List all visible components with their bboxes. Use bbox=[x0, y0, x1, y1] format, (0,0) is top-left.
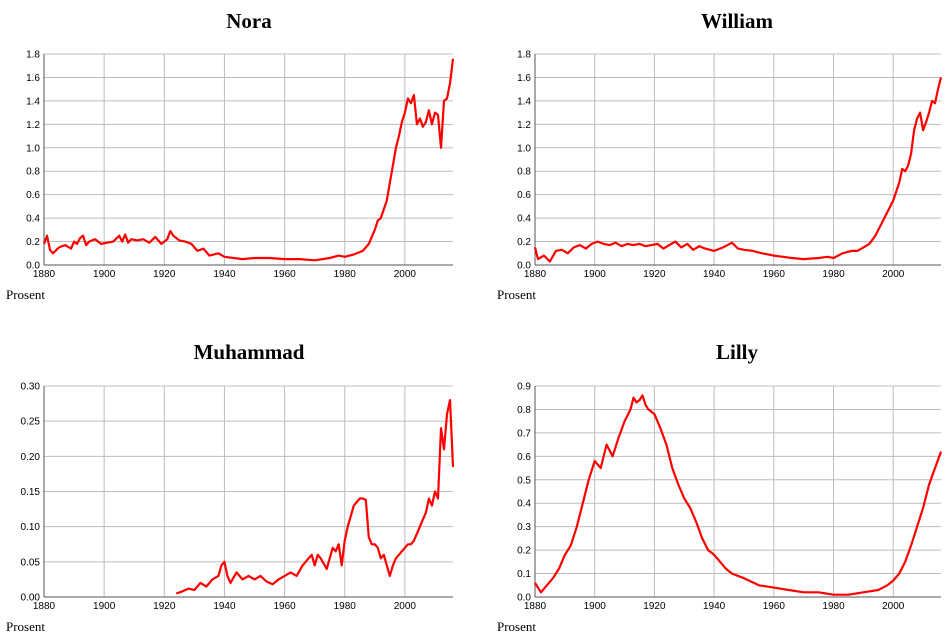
y-tick-label: 0.5 bbox=[517, 475, 531, 486]
y-tick-label: 0.25 bbox=[21, 417, 41, 428]
unit-label: Prosent bbox=[6, 287, 45, 302]
x-tick-label: 1960 bbox=[763, 269, 786, 280]
y-tick-label: 1.0 bbox=[517, 143, 531, 154]
x-tick-label: 1980 bbox=[822, 601, 845, 612]
y-tick-label: 0.0 bbox=[517, 261, 531, 272]
x-tick-label: 1900 bbox=[584, 601, 607, 612]
unit-label: Prosent bbox=[6, 619, 45, 634]
y-tick-label: 0.3 bbox=[517, 522, 531, 533]
chart-title: Nora bbox=[226, 9, 272, 33]
x-tick-label: 1980 bbox=[334, 601, 357, 612]
x-tick-label: 2000 bbox=[882, 269, 905, 280]
y-tick-label: 1.6 bbox=[26, 73, 40, 84]
chart-panel-2: Muhammad 0.00 0.05 0.10 0.15 0.20 0.25 0.30 1880… bbox=[6, 340, 455, 634]
x-tick-label: 1900 bbox=[93, 269, 116, 280]
y-tick-label: 0.00 bbox=[21, 593, 41, 604]
series-line bbox=[175, 399, 455, 595]
chart-panel-1: William 0.0 0.2 0.4 0.6 0.8 1.0 1.2 1.4 1.6 1.8 188… bbox=[497, 9, 943, 302]
x-tick-label: 1960 bbox=[273, 269, 296, 280]
x-tick-label: 2000 bbox=[882, 601, 905, 612]
y-tick-label: 0.10 bbox=[21, 522, 41, 533]
x-tick-label: 1900 bbox=[584, 269, 607, 280]
y-tick-label: 0.0 bbox=[26, 261, 40, 272]
y-tick-label: 0.1 bbox=[517, 569, 531, 580]
y-tick-label: 0.4 bbox=[26, 214, 40, 225]
x-tick-label: 1880 bbox=[524, 601, 547, 612]
y-tick-label: 0.6 bbox=[517, 190, 531, 201]
y-tick-label: 1.4 bbox=[517, 96, 531, 107]
y-tick-label: 0.7 bbox=[517, 428, 531, 439]
x-tick-label: 1980 bbox=[334, 269, 357, 280]
x-tick-label: 1960 bbox=[273, 601, 296, 612]
x-tick-label: 2000 bbox=[394, 601, 417, 612]
chart-panel-0: Nora 0.0 0.2 0.4 0.6 0.8 1.0 1.2 1.4 1.6 1.8 1880 19… bbox=[6, 9, 455, 302]
y-tick-label: 0.2 bbox=[26, 237, 40, 248]
y-tick-label: 0.20 bbox=[21, 452, 41, 463]
y-tick-label: 1.8 bbox=[26, 50, 40, 61]
y-tick-label: 0.30 bbox=[21, 382, 41, 393]
x-tick-label: 1920 bbox=[643, 601, 666, 612]
y-tick-label: 0.0 bbox=[517, 593, 531, 604]
x-tick-label: 2000 bbox=[394, 269, 417, 280]
x-tick-label: 1940 bbox=[703, 601, 726, 612]
x-tick-label: 1980 bbox=[822, 269, 845, 280]
y-tick-label: 0.6 bbox=[517, 452, 531, 463]
y-tick-label: 0.8 bbox=[517, 167, 531, 178]
y-tick-label: 0.8 bbox=[517, 405, 531, 416]
unit-label: Prosent bbox=[497, 287, 536, 302]
x-tick-label: 1960 bbox=[763, 601, 786, 612]
x-tick-label: 1940 bbox=[213, 269, 236, 280]
series-line bbox=[533, 77, 943, 263]
x-tick-label: 1880 bbox=[33, 269, 56, 280]
x-tick-label: 1940 bbox=[703, 269, 726, 280]
y-tick-label: 0.4 bbox=[517, 499, 531, 510]
x-tick-label: 1920 bbox=[643, 269, 666, 280]
series-line bbox=[42, 58, 455, 262]
x-tick-label: 1880 bbox=[524, 269, 547, 280]
chart-panel-3: Lilly 0.0 0.1 0.2 0.3 0.4 0.5 0.6 0.7 0.8 0.9 1880 1… bbox=[497, 340, 943, 634]
y-tick-label: 0.2 bbox=[517, 237, 531, 248]
y-tick-label: 1.2 bbox=[26, 120, 40, 131]
y-tick-label: 1.4 bbox=[26, 96, 40, 107]
y-tick-label: 0.9 bbox=[517, 382, 531, 393]
y-tick-label: 0.05 bbox=[21, 557, 41, 568]
chart-title: William bbox=[701, 9, 773, 33]
y-tick-label: 0.15 bbox=[21, 487, 41, 498]
chart-title: Lilly bbox=[716, 340, 759, 364]
y-tick-label: 1.6 bbox=[517, 73, 531, 84]
y-tick-label: 0.2 bbox=[517, 546, 531, 557]
x-tick-label: 1920 bbox=[153, 269, 176, 280]
x-tick-label: 1880 bbox=[33, 601, 56, 612]
unit-label: Prosent bbox=[497, 619, 536, 634]
series-line bbox=[534, 394, 943, 596]
x-tick-label: 1920 bbox=[153, 601, 176, 612]
y-tick-label: 0.6 bbox=[26, 190, 40, 201]
x-tick-label: 1940 bbox=[213, 601, 236, 612]
x-tick-label: 1900 bbox=[93, 601, 116, 612]
y-tick-label: 1.8 bbox=[517, 50, 531, 61]
y-tick-label: 0.8 bbox=[26, 167, 40, 178]
y-tick-label: 0.4 bbox=[517, 214, 531, 225]
chart-title: Muhammad bbox=[194, 340, 305, 364]
y-tick-label: 1.2 bbox=[517, 120, 531, 131]
y-tick-label: 1.0 bbox=[26, 143, 40, 154]
